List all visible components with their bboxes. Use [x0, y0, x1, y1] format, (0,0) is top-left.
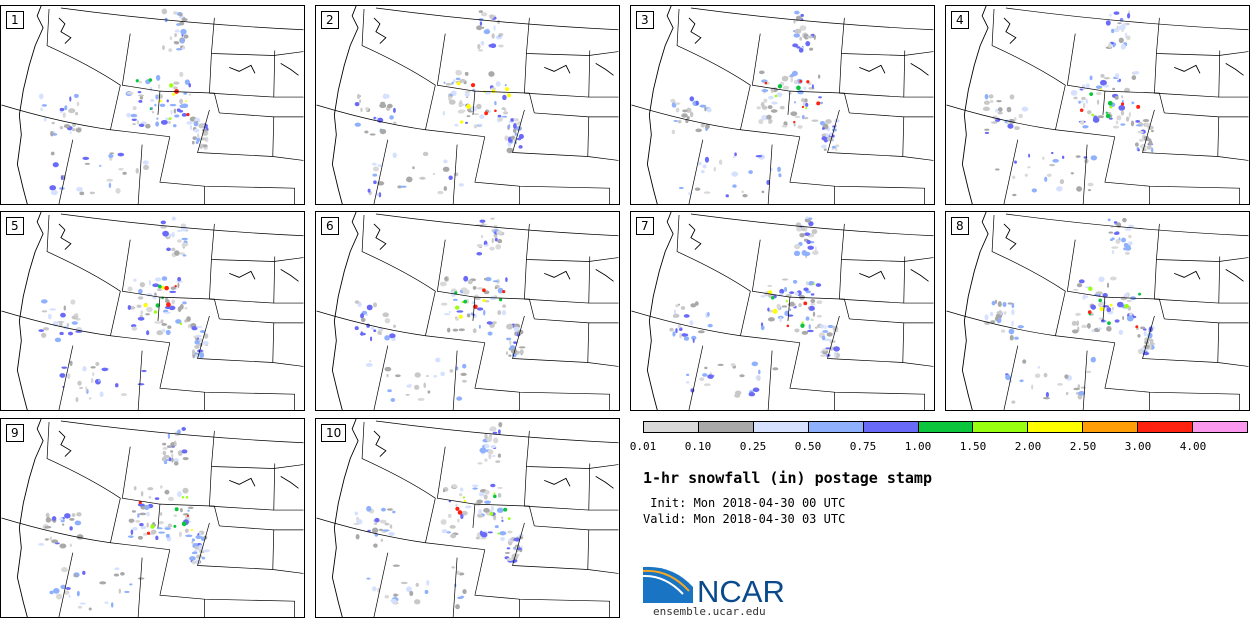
- colorbar-label: 0.01: [629, 440, 657, 453]
- map-image: [316, 6, 619, 204]
- colorbar-swatch: [1138, 422, 1194, 432]
- colorbar-label: 0.75: [849, 440, 877, 453]
- colorbar-label: 0.10: [684, 440, 712, 453]
- colorbar-label: 0.25: [739, 440, 767, 453]
- colorbar-swatch: [863, 422, 919, 432]
- map-image: [946, 212, 1249, 410]
- ncar-logo: NCAR: [643, 566, 785, 605]
- panel-number: 10: [321, 424, 347, 442]
- map-image: [946, 6, 1249, 204]
- map-panel: 7: [630, 211, 935, 411]
- map-panel: 3: [630, 5, 935, 205]
- colorbar-label: 2.50: [1069, 440, 1097, 453]
- colorbar-label: 2.00: [1014, 440, 1042, 453]
- colorbar-swatch: [808, 422, 864, 432]
- map-panel: 8: [945, 211, 1250, 411]
- colorbar-swatch: [644, 422, 699, 432]
- map-panel: 6: [315, 211, 620, 411]
- map-panel: 2: [315, 5, 620, 205]
- init-time: Init: Mon 2018-04-30 00 UTC: [643, 496, 846, 510]
- map-image: [1, 6, 304, 204]
- map-image: [1, 419, 304, 617]
- panel-number: 8: [951, 217, 969, 235]
- map-image: [316, 419, 619, 617]
- colorbar-label: 1.50: [959, 440, 987, 453]
- logo-url: ensemble.ucar.edu: [653, 605, 766, 618]
- map-image: [316, 212, 619, 410]
- colorbar-label: 1.00: [904, 440, 932, 453]
- colorbar-swatch: [1028, 422, 1084, 432]
- map-panel: 4: [945, 5, 1250, 205]
- colorbar-swatch: [1193, 422, 1247, 432]
- map-image: [631, 6, 934, 204]
- panel-number: 3: [636, 11, 654, 29]
- panel-number: 5: [6, 217, 24, 235]
- logo-text: NCAR: [697, 574, 785, 605]
- panel-number: 9: [6, 424, 24, 442]
- colorbar-swatch: [753, 422, 809, 432]
- map-panel: 5: [0, 211, 305, 411]
- map-image: [631, 212, 934, 410]
- colorbar-label: 3.00: [1124, 440, 1152, 453]
- colorbar-label: 0.50: [794, 440, 822, 453]
- panel-number: 1: [6, 11, 24, 29]
- map-panel: 1: [0, 5, 305, 205]
- colorbar-swatch: [918, 422, 974, 432]
- colorbar-labels: 0.01 0.10 0.25 0.50 0.75 1.00 1.50 2.00 2.50 3.00…: [0, 440, 1260, 454]
- colorbar: [643, 421, 1248, 433]
- map-image: [1, 212, 304, 410]
- panel-number: 6: [321, 217, 339, 235]
- panel-number: 7: [636, 217, 654, 235]
- colorbar-swatch: [698, 422, 754, 432]
- map-panel: 9: [0, 418, 305, 618]
- colorbar-swatch: [1083, 422, 1139, 432]
- map-panel: 10: [315, 418, 620, 618]
- valid-time: Valid: Mon 2018-04-30 03 UTC: [643, 512, 846, 526]
- panel-number: 4: [951, 11, 969, 29]
- colorbar-label: 4.00: [1179, 440, 1207, 453]
- panel-number: 2: [321, 11, 339, 29]
- chart-title: 1-hr snowfall (in) postage stamp: [643, 469, 932, 487]
- colorbar-swatch: [973, 422, 1029, 432]
